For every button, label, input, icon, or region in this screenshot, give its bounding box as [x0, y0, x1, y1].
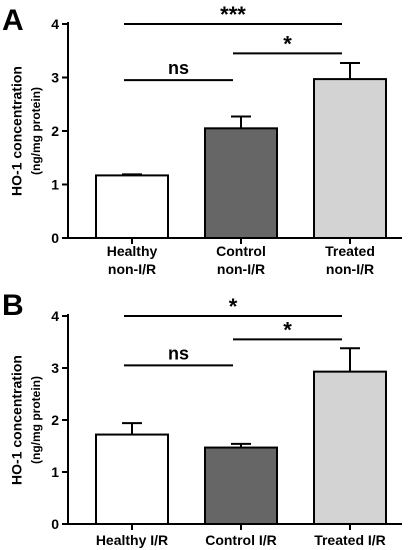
y-axis-unit-label: (ng/mg protein)	[29, 87, 43, 175]
y-tick-label: 0	[51, 230, 59, 246]
x-category-label-line2: non-I/R	[108, 261, 156, 277]
y-tick-label: 3	[51, 70, 59, 86]
bar	[313, 78, 387, 240]
panel-a: A HO-1 concentration (ng/mg protein) 0 1 2 3 4 H…	[2, 2, 402, 277]
y-tick-label: 1	[51, 464, 59, 480]
significance-label: *	[283, 317, 292, 342]
panel-letter: B	[2, 289, 24, 322]
y-axis-unit-label: (ng/mg protein)	[29, 376, 43, 464]
panel-letter: A	[2, 4, 24, 37]
x-category-label: Healthy	[107, 243, 158, 259]
panel-b: B HO-1 concentration (ng/mg protein) 0 1 2 3 4 H…	[2, 289, 402, 548]
bar	[95, 433, 169, 525]
bar	[95, 174, 169, 239]
y-tick-label: 0	[51, 516, 59, 532]
bar	[204, 446, 278, 525]
x-category-label: Treated	[325, 243, 375, 259]
x-category-label: Healthy I/R	[96, 532, 168, 548]
x-category-label: Treated I/R	[314, 532, 386, 548]
y-tick-label: 2	[51, 412, 59, 428]
y-tick-label: 3	[51, 360, 59, 376]
y-tick-label: 4	[51, 308, 59, 324]
y-axis-label: HO-1 concentration	[9, 355, 25, 485]
significance-label: ns	[168, 58, 189, 78]
significance-label: ***	[220, 2, 246, 27]
y-tick-label: 2	[51, 123, 59, 139]
y-axis-label: HO-1 concentration	[9, 66, 25, 196]
bar	[313, 370, 387, 526]
y-tick-label: 4	[51, 16, 59, 32]
significance-label: *	[283, 31, 292, 56]
bar	[204, 127, 278, 239]
x-category-label: Control	[216, 243, 266, 259]
significance-label: ns	[168, 343, 189, 363]
significance-label: *	[229, 294, 238, 319]
y-tick-label: 1	[51, 177, 59, 193]
x-category-label: Control I/R	[205, 532, 277, 548]
x-category-label-line2: non-I/R	[217, 261, 265, 277]
x-category-label-line2: non-I/R	[326, 261, 374, 277]
